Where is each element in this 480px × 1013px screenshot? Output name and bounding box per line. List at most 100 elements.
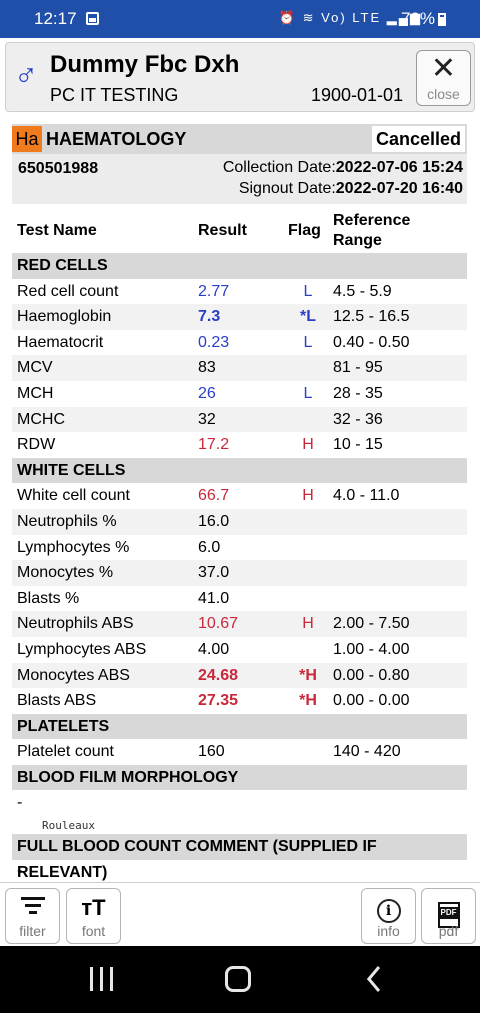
test-name: Lymphocytes % <box>17 538 130 556</box>
result-value: 37.0 <box>198 564 230 582</box>
test-name: Neutrophils ABS <box>17 615 134 633</box>
group-title: RED CELLS <box>17 257 108 274</box>
reference-range: 140 - 420 <box>333 743 401 761</box>
close-icon: ✕ <box>430 52 457 85</box>
pdf-label: pdf <box>438 923 459 939</box>
section-title: HAEMATOLOGY <box>46 129 187 149</box>
font-size-icon: тT <box>81 895 106 920</box>
system-nav-bar <box>0 946 480 1013</box>
results-table: RED CELLS Red cell count 2.77 L 4.5 - 5.9 Hae… <box>12 253 467 791</box>
result-value: 10.67 <box>198 615 239 633</box>
patient-dob: 1900-01-01 <box>311 85 404 105</box>
table-group-header: WHITE CELLS <box>12 457 467 484</box>
column-result: Result <box>198 222 247 239</box>
table-row: White cell count 66.7 H 4.0 - 11.0 <box>12 483 467 509</box>
flag: *L <box>300 308 316 326</box>
reference-range: 1.00 - 4.00 <box>333 640 410 658</box>
test-name: Haemoglobin <box>17 308 112 326</box>
reference-range: 81 - 95 <box>333 359 383 377</box>
filter-icon <box>6 893 59 923</box>
table-row: Lymphocytes % 6.0 <box>12 535 467 561</box>
result-value: 83 <box>198 359 216 377</box>
report-meta: 650501988 Collection Date:2022-07-06 15:… <box>12 154 467 204</box>
test-name: Blasts ABS <box>17 692 97 710</box>
status-badge: Cancelled <box>371 126 465 152</box>
table-row: MCH 26 L 28 - 35 <box>12 381 467 407</box>
info-button[interactable]: i info <box>361 888 416 944</box>
info-label: info <box>377 923 400 939</box>
table-row: RDW 17.2 H 10 - 15 <box>12 432 467 458</box>
flag: H <box>302 436 314 454</box>
reference-range: 0.40 - 0.50 <box>333 333 410 351</box>
collection-date: Collection Date:2022-07-06 15:24 <box>222 159 463 176</box>
table-group-header: BLOOD FILM MORPHOLOGY <box>12 764 467 791</box>
fbc-comment-value: - <box>17 862 23 879</box>
test-name: Red cell count <box>17 282 119 300</box>
result-value: 2.77 <box>198 282 230 300</box>
result-value: 16.0 <box>198 512 230 530</box>
home-icon[interactable] <box>225 966 251 992</box>
patient-header: ♂ Dummy Fbc Dxh PC IT TESTING 1900-01-01… <box>5 42 475 112</box>
table-row: Haematocrit 0.23 L 0.40 - 0.50 <box>12 330 467 356</box>
reference-range: 12.5 - 16.5 <box>333 308 410 326</box>
section-header: Ha HAEMATOLOGY Cancelled <box>12 124 467 154</box>
result-value: 4.00 <box>198 640 230 658</box>
flag: H <box>302 615 314 633</box>
table-row: Neutrophils ABS 10.67 H 2.00 - 7.50 <box>12 611 467 637</box>
flag: L <box>303 333 313 351</box>
table-group-header: PLATELETS <box>12 713 467 740</box>
result-value: 17.2 <box>198 436 230 454</box>
test-name: Platelet count <box>17 743 114 761</box>
flag: *H <box>299 692 317 710</box>
reference-range: 2.00 - 7.50 <box>333 615 410 633</box>
status-bar: 12:17 ⏰ ≋ Vo) LTE ▂▄▆ 79% <box>0 0 480 38</box>
table-row: MCV 83 81 - 95 <box>12 355 467 381</box>
test-name: MCH <box>17 384 54 402</box>
group-title: BLOOD FILM MORPHOLOGY <box>17 768 239 786</box>
result-value: 7.3 <box>198 308 221 326</box>
pdf-button[interactable]: PDF pdf <box>421 888 476 944</box>
table-row: Monocytes ABS 24.68 *H 0.00 - 0.80 <box>12 662 467 689</box>
filter-button[interactable]: filter <box>5 888 60 944</box>
blood-film-note: Rouleaux <box>42 819 95 832</box>
table-row: Blasts ABS 27.35 *H 0.00 - 0.00 <box>12 688 467 714</box>
test-name: Haematocrit <box>17 333 104 351</box>
accession-number: 650501988 <box>18 160 99 177</box>
reference-range: 4.5 - 5.9 <box>333 282 392 300</box>
close-button[interactable]: ✕ close <box>416 50 471 106</box>
info-icon: i <box>362 893 415 923</box>
font-label: font <box>81 923 106 939</box>
patient-organisation: PC IT TESTING <box>50 85 179 105</box>
back-icon[interactable] <box>363 966 379 992</box>
result-value: 0.23 <box>198 333 230 351</box>
reference-range: 28 - 35 <box>333 384 383 402</box>
table-row: Platelet count 160 140 - 420 <box>12 739 467 765</box>
font-button[interactable]: тT font <box>66 888 121 944</box>
recent-apps-icon[interactable] <box>90 967 116 991</box>
test-name: Lymphocytes ABS <box>17 640 147 658</box>
close-label: close <box>427 86 460 102</box>
table-group-header: RED CELLS <box>12 253 467 279</box>
test-name: Neutrophils % <box>17 512 117 530</box>
pdf-icon: PDF <box>422 893 475 928</box>
patient-name: Dummy Fbc Dxh <box>50 51 240 78</box>
column-reference-range: Reference Range <box>333 212 411 249</box>
flag: H <box>302 487 314 505</box>
table-row: Monocytes % 37.0 <box>12 560 467 586</box>
table-row: Lymphocytes ABS 4.00 1.00 - 4.00 <box>12 637 467 663</box>
result-value: 26 <box>198 384 216 402</box>
alarm-wifi-signal-icons: ⏰ ≋ Vo) LTE ▂▄▆ <box>278 10 422 25</box>
bottom-toolbar: filter тT font i info PDF pdf <box>0 882 480 946</box>
column-test-name: Test Name <box>17 222 97 239</box>
filter-label: filter <box>19 923 46 939</box>
test-name: Monocytes ABS <box>17 666 130 684</box>
blood-film-value: - <box>17 794 23 811</box>
result-value: 41.0 <box>198 589 230 607</box>
clock: 12:17 <box>34 9 77 28</box>
reference-range: 0.00 - 0.80 <box>333 666 410 684</box>
column-flag: Flag <box>288 222 321 239</box>
gallery-icon <box>86 12 99 25</box>
battery-percent: 79% <box>401 9 436 28</box>
result-value: 32 <box>198 410 216 428</box>
table-row: Haemoglobin 7.3 *L 12.5 - 16.5 <box>12 304 467 330</box>
